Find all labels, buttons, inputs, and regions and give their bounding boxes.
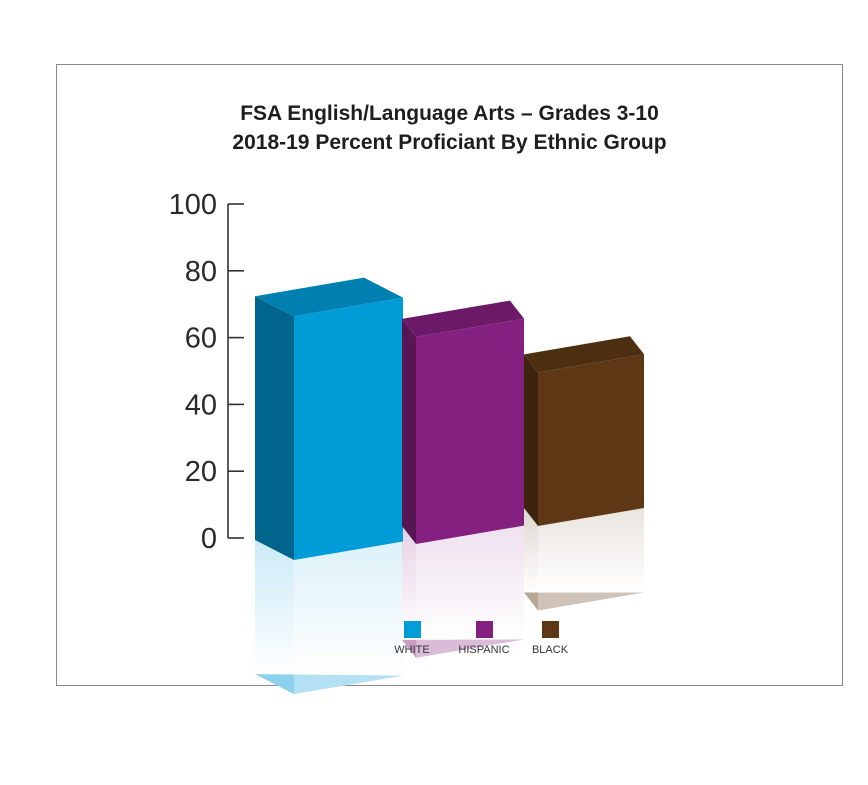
- reflection-fade: [255, 540, 403, 676]
- legend-label: HISPANIC: [458, 644, 509, 656]
- legend-label: WHITE: [394, 644, 429, 656]
- legend: WHITE HISPANIC BLACK: [394, 621, 569, 656]
- legend-label: BLACK: [532, 644, 569, 656]
- y-tick-label: 0: [201, 523, 217, 555]
- legend-swatch: [404, 621, 421, 638]
- bar-reflection-black: [524, 508, 644, 611]
- y-tick-label: 40: [185, 389, 217, 421]
- bar-top-face: [255, 277, 403, 317]
- chart-subtitle: 2018-19 Percent Proficiant By Ethnic Gro…: [232, 131, 667, 154]
- legend-item-hispanic: HISPANIC: [458, 621, 510, 656]
- legend-swatch: [542, 621, 559, 638]
- y-tick-label: 80: [185, 256, 217, 288]
- reflection-fade: [524, 508, 644, 593]
- y-tick-label: 60: [185, 323, 217, 355]
- legend-swatch: [476, 621, 493, 638]
- bar-front-face: [416, 318, 524, 544]
- chart-title: FSA English/Language Arts – Grades 3-10: [240, 102, 659, 125]
- reflection-fade: [402, 525, 524, 640]
- bar-white: [255, 277, 403, 560]
- bar-reflections: [255, 508, 644, 695]
- bar-top-face: [524, 336, 644, 373]
- y-tick-label: 20: [185, 456, 217, 488]
- bar-top-face: [402, 300, 524, 337]
- bar-black: [524, 336, 644, 526]
- bar-hispanic: [402, 300, 524, 544]
- bars-group: [255, 277, 644, 560]
- bar-reflection-white: [255, 540, 403, 695]
- bar-front-face: [294, 297, 403, 560]
- y-tick-label: 100: [169, 189, 217, 221]
- legend-item-black: BLACK: [532, 621, 569, 656]
- bar-front-face: [538, 354, 644, 526]
- chart-title-block: FSA English/Language Arts – Grades 3-10 …: [57, 99, 842, 157]
- legend-item-white: WHITE: [394, 621, 430, 656]
- bar-side-face: [524, 354, 538, 526]
- bar-side-face: [402, 318, 416, 544]
- y-axis: 0 20 40 60 80 100: [169, 189, 244, 555]
- bar-side-face: [255, 296, 294, 560]
- bar-reflection-hispanic: [402, 525, 524, 658]
